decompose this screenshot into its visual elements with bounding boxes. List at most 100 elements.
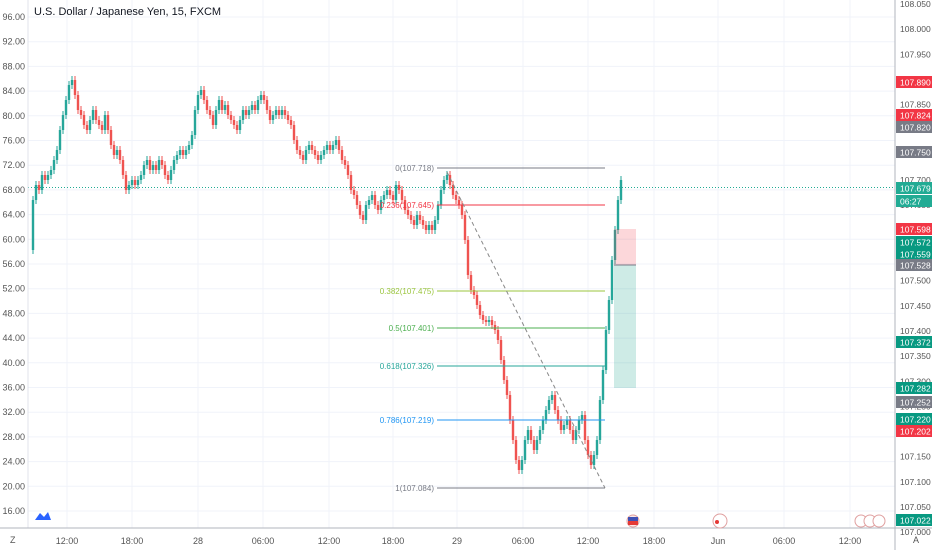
- left-axis-tick-label: 44.00: [2, 333, 25, 343]
- left-axis-tick-label: 84.00: [2, 86, 25, 96]
- price-badge: 107.820: [896, 121, 932, 133]
- svg-text:107.890: 107.890: [900, 78, 931, 88]
- left-axis-tick-label: 52.00: [2, 284, 25, 294]
- svg-text:107.679: 107.679: [900, 184, 931, 194]
- right-axis-tick-label: 107.500: [900, 276, 931, 286]
- fib-level[interactable]: 0.382(107.475): [380, 287, 605, 296]
- left-axis-tick-label: 36.00: [2, 383, 25, 393]
- left-axis-tick-label: 92.00: [2, 37, 25, 47]
- economic-event-icon-us[interactable]: [626, 514, 640, 528]
- left-axis-tick-label: 16.00: [2, 506, 25, 516]
- economic-event-icon-group[interactable]: [854, 514, 886, 528]
- time-axis-label: 12:00: [56, 536, 79, 546]
- right-axis-tick-label: 108.050: [900, 0, 931, 9]
- left-axis-tick-label: 24.00: [2, 457, 25, 467]
- price-badge: 107.022: [896, 514, 932, 526]
- left-axis-tick-label: 80.00: [2, 111, 25, 121]
- time-axis-label: 18:00: [121, 536, 144, 546]
- time-axis-label: Jun: [711, 536, 726, 546]
- svg-text:0.786(107.219): 0.786(107.219): [380, 416, 435, 425]
- tradingview-logo-icon[interactable]: [35, 511, 51, 521]
- price-badge: 107.890: [896, 76, 932, 88]
- left-axis-tick-label: 28.00: [2, 432, 25, 442]
- svg-text:107.824: 107.824: [900, 111, 931, 121]
- svg-text:107.372: 107.372: [900, 338, 931, 348]
- price-badge: 107.528: [896, 259, 932, 271]
- symbol-title: U.S. Dollar / Japanese Yen, 15, FXCM: [34, 6, 222, 18]
- time-axis-label: 12:00: [839, 536, 862, 546]
- left-axis-tick-label: 20.00: [2, 481, 25, 491]
- right-axis-tick-label: 107.100: [900, 477, 931, 487]
- svg-text:107.598: 107.598: [900, 225, 931, 235]
- left-price-axis[interactable]: 96.00 92.00 88.00 84.00 80.00 76.00 72.00 68.00…: [2, 12, 25, 516]
- left-axis-tick-label: 68.00: [2, 185, 25, 195]
- svg-text:107.820: 107.820: [900, 123, 931, 133]
- svg-text:0.236(107.645): 0.236(107.645): [380, 201, 435, 210]
- time-axis-label: 06:00: [512, 536, 535, 546]
- price-badge: 06:27: [896, 195, 932, 207]
- svg-text:107.220: 107.220: [900, 415, 931, 425]
- left-axis-tick-label: 88.00: [2, 61, 25, 71]
- grid: [28, 0, 895, 528]
- economic-event-icon-jp[interactable]: [712, 513, 728, 529]
- time-axis-label: 28: [193, 536, 203, 546]
- right-axis-tick-label: 107.000: [900, 527, 931, 537]
- zoom-left-button[interactable]: Z: [10, 535, 16, 545]
- time-axis-label: 18:00: [382, 536, 405, 546]
- right-axis-tick-label: 108.000: [900, 24, 931, 34]
- fib-level[interactable]: 0.5(107.401): [389, 324, 605, 333]
- right-axis-tick-label: 107.850: [900, 100, 931, 110]
- price-badge: 107.202: [896, 425, 932, 437]
- time-axis-label: 29: [452, 536, 462, 546]
- time-axis[interactable]: 12:00 18:00 28 06:00 12:00 18:00 29 06:00 12:00 1…: [56, 536, 862, 546]
- time-axis-label: 06:00: [773, 536, 796, 546]
- left-axis-tick-label: 48.00: [2, 308, 25, 318]
- left-axis-tick-label: 40.00: [2, 358, 25, 368]
- svg-text:0.5(107.401): 0.5(107.401): [389, 324, 435, 333]
- fib-level[interactable]: 1(107.084): [395, 484, 605, 493]
- time-axis-label: 12:00: [577, 536, 600, 546]
- price-badge: 107.750: [896, 146, 932, 158]
- fib-level[interactable]: 0.786(107.219): [380, 416, 605, 425]
- svg-text:107.282: 107.282: [900, 384, 931, 394]
- fib-level[interactable]: 0.236(107.645): [380, 201, 605, 210]
- left-axis-tick-label: 76.00: [2, 136, 25, 146]
- svg-text:0.618(107.326): 0.618(107.326): [380, 362, 435, 371]
- svg-text:1(107.084): 1(107.084): [395, 484, 434, 493]
- price-badge: 107.282: [896, 382, 932, 394]
- fib-level[interactable]: 0(107.718): [395, 164, 605, 173]
- right-axis-tick-label: 107.300: [900, 376, 931, 386]
- fib-retracement-drawing[interactable]: 0(107.718) 0.236(107.645) 0.382(107.475) 0.…: [380, 164, 606, 493]
- right-axis-tick-label: 107.050: [900, 502, 931, 512]
- left-axis-tick-label: 64.00: [2, 210, 25, 220]
- price-badge: 107.572: [896, 236, 932, 248]
- left-axis-tick-label: 32.00: [2, 407, 25, 417]
- svg-text:06:27: 06:27: [900, 197, 922, 207]
- price-badges: 107.890 107.824 107.820 107.750 107.679 06:27…: [896, 76, 932, 526]
- svg-text:107.252: 107.252: [900, 398, 931, 408]
- price-badge: 107.679: [896, 182, 932, 194]
- fib-level[interactable]: 0.618(107.326): [380, 362, 605, 371]
- svg-text:0(107.718): 0(107.718): [395, 164, 434, 173]
- time-axis-label: 12:00: [318, 536, 341, 546]
- long-position-tool[interactable]: [614, 229, 636, 388]
- right-axis-tick-label: 107.150: [900, 452, 931, 462]
- right-axis-tick-label: 107.700: [900, 175, 931, 185]
- price-badge: 107.559: [896, 248, 932, 260]
- auto-scale-button[interactable]: A: [913, 535, 920, 545]
- right-axis-tick-label: 107.350: [900, 351, 931, 361]
- right-axis-tick-label: 107.950: [900, 49, 931, 59]
- svg-text:107.572: 107.572: [900, 238, 931, 248]
- candlestick-series: [31, 76, 623, 474]
- fib-trend-line: [446, 171, 606, 489]
- svg-text:0.382(107.475): 0.382(107.475): [380, 287, 435, 296]
- price-badge: 107.598: [896, 223, 932, 235]
- svg-text:107.528: 107.528: [900, 261, 931, 271]
- left-axis-tick-label: 56.00: [2, 259, 25, 269]
- svg-text:107.750: 107.750: [900, 148, 931, 158]
- svg-text:107.202: 107.202: [900, 427, 931, 437]
- time-axis-label: 06:00: [252, 536, 275, 546]
- price-badge: 107.824: [896, 109, 932, 121]
